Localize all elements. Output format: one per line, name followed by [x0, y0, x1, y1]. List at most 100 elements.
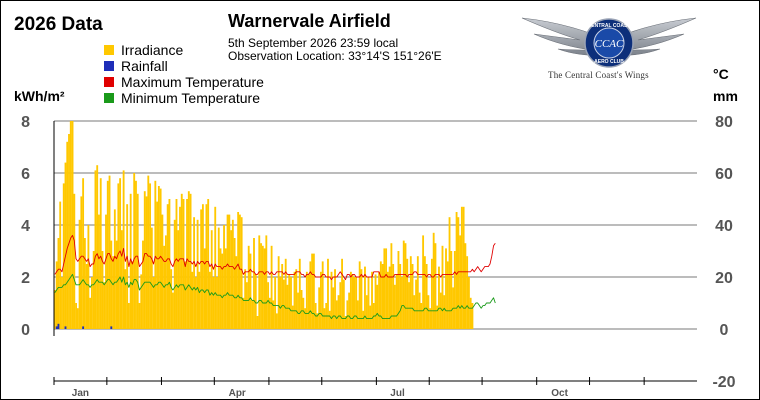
irradiance-bar — [172, 292, 174, 329]
irradiance-bar — [145, 196, 148, 329]
irradiance-bar — [233, 238, 236, 329]
irradiance-bar — [277, 256, 280, 329]
irradiance-bar — [89, 297, 92, 329]
irradiance-bar — [395, 274, 398, 329]
irradiance-bar — [150, 227, 153, 329]
right-tick-label: 60 — [715, 166, 733, 183]
right-tick-label: 80 — [715, 114, 733, 131]
irradiance-bar — [462, 206, 465, 329]
temperature-series — [54, 234, 496, 320]
seal-icon — [584, 18, 634, 68]
irradiance-bar — [379, 261, 382, 329]
irradiance-bar — [291, 305, 294, 329]
irradiance-bar — [75, 303, 77, 329]
irradiance-bar — [360, 269, 363, 329]
irradiance-bar — [364, 266, 366, 329]
logo-caption: The Central Coast's Wings — [548, 70, 649, 80]
irradiance-bar — [311, 253, 314, 329]
irradiance-bar — [344, 316, 347, 329]
irradiance-bar — [223, 225, 225, 329]
irradiance-bar — [170, 269, 173, 329]
irradiance-bar — [374, 274, 377, 329]
irradiance-bar — [164, 235, 167, 329]
month-label: Jul — [390, 388, 405, 399]
irradiance-bar — [339, 282, 342, 329]
irradiance-bar — [138, 303, 141, 329]
rainfall-bar — [110, 326, 113, 329]
irradiance-bar — [464, 243, 467, 329]
irradiance-bar — [242, 297, 245, 329]
irradiance-bar — [388, 266, 391, 329]
irradiance-bar — [66, 141, 69, 329]
month-label: Oct — [551, 388, 568, 399]
irradiance-bar — [423, 256, 426, 329]
month-label: Jan — [72, 388, 89, 399]
irradiance-bar — [209, 271, 211, 329]
irradiance-bar — [275, 313, 278, 329]
tick-labels: 0 2 4 6 8 -20 0 20 40 60 80 Jan Apr Jul Oct — [21, 114, 736, 399]
irradiance-bar — [330, 271, 333, 329]
irradiance-bar — [316, 313, 319, 329]
irradiance-bar — [272, 300, 275, 329]
irradiance-bar — [258, 235, 261, 329]
irradiance-bar — [124, 269, 127, 329]
irradiance-bar — [112, 256, 114, 329]
irradiance-bar — [321, 261, 324, 329]
irradiance-bar — [469, 297, 472, 329]
irradiance-bar — [231, 219, 234, 329]
irradiance-bar — [62, 183, 65, 329]
irradiance-bar — [438, 266, 440, 329]
min-temp-line — [54, 273, 496, 320]
irradiance-bar — [367, 277, 370, 329]
irradiance-bar — [376, 284, 379, 329]
irradiance-bar — [184, 261, 187, 329]
irradiance-bar — [286, 284, 289, 329]
irradiance-bar — [82, 178, 85, 329]
irradiance-bar — [399, 264, 402, 329]
right-tick-label: 40 — [715, 218, 733, 235]
irradiance-bar — [106, 180, 109, 329]
irradiance-bar — [154, 180, 157, 329]
irradiance-bar — [168, 199, 171, 329]
station-title: Warnervale Airfield — [228, 11, 391, 31]
irradiance-bar — [221, 253, 224, 329]
irradiance-bar — [416, 256, 419, 329]
irradiance-bar — [224, 248, 227, 329]
irradiance-bar — [187, 191, 190, 329]
irradiance-bar — [113, 209, 116, 329]
irradiance-bar — [284, 258, 287, 329]
left-tick-label: 4 — [21, 218, 30, 235]
irradiance-bar — [179, 206, 181, 329]
irradiance-bar — [439, 292, 442, 329]
irradiance-bar — [460, 206, 463, 329]
irradiance-bar — [80, 196, 83, 329]
irradiance-bar — [420, 303, 423, 329]
irradiance-bar — [64, 162, 67, 329]
irradiance-bar — [253, 238, 255, 329]
irradiance-bar — [295, 269, 298, 329]
month-label: Apr — [229, 388, 246, 399]
irradiance-bar — [90, 277, 93, 329]
irradiance-bar — [136, 193, 139, 329]
irradiance-bar — [351, 274, 354, 329]
irradiance-bar — [140, 274, 143, 329]
irradiance-bar — [244, 269, 247, 329]
irradiance-bar — [87, 225, 90, 329]
right-axis-unit-rain: mm — [713, 88, 738, 104]
irradiance-bar — [54, 290, 56, 329]
irradiance-bar — [422, 235, 425, 329]
irradiance-bar — [453, 251, 456, 329]
irradiance-bar — [443, 295, 446, 329]
irradiance-bar — [274, 277, 277, 329]
irradiance-bar — [226, 214, 229, 329]
axes — [53, 121, 697, 385]
irradiance-bar — [246, 282, 248, 329]
irradiance-bar — [430, 258, 433, 329]
right-axis-unit-temp: °C — [713, 66, 729, 82]
irradiance-bar — [297, 292, 299, 329]
irradiance-bar — [196, 219, 199, 329]
irradiance-bar — [85, 264, 88, 329]
max-temp-line — [54, 234, 496, 281]
irradiance-bar — [459, 235, 462, 329]
